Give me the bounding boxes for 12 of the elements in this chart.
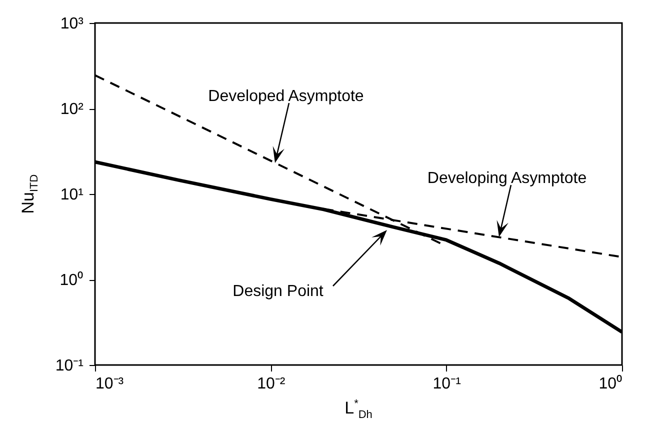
x-tick-label: 10⁻¹ [432, 376, 461, 392]
x-tick-label: 10⁰ [598, 374, 622, 392]
x-tick-label: 10⁻³ [96, 376, 124, 392]
y-tick-label: 10³ [60, 16, 84, 32]
x-tick-label: 10⁻² [257, 376, 286, 392]
y-tick-label: 10⁰ [60, 271, 84, 289]
y-tick-label: 10¹ [60, 186, 84, 204]
annotation: Design Point [232, 283, 324, 300]
y-tick-label: 10⁻¹ [55, 358, 84, 374]
y-tick-label: 10² [60, 101, 84, 118]
annotation: Developed Asymptote [208, 88, 364, 105]
annotation: Developing Asymptote [427, 170, 587, 187]
